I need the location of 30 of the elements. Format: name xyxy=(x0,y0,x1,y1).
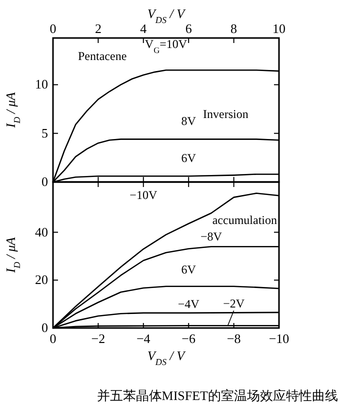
x-axis-title: V$_{DS}$ / V xyxy=(147,348,187,367)
text: 并五苯晶体MISFET的室温场效应特性曲线 xyxy=(96,388,338,403)
x-tick-label: 10 xyxy=(272,21,286,36)
annotation: Inversion xyxy=(203,107,248,121)
x-tick-label: −8 xyxy=(226,331,241,346)
x-tick-label: 6 xyxy=(185,21,192,36)
x-tick-label: 8 xyxy=(230,21,238,36)
x-tick-label: 4 xyxy=(140,21,148,36)
series-label: 8V xyxy=(181,114,196,128)
x-tick-label: −6 xyxy=(182,331,196,346)
y-tick-label: 0 xyxy=(42,320,48,335)
series-label: −2V xyxy=(223,296,245,311)
x-tick-label: 2 xyxy=(94,21,102,36)
series-label: 6V xyxy=(181,151,196,166)
series-label: 6V xyxy=(181,262,196,276)
y-tick-label: 10 xyxy=(35,76,48,92)
x-tick-label: −4 xyxy=(136,331,151,346)
y-tick-label: 20 xyxy=(35,272,48,288)
x-tick-label: −10 xyxy=(268,331,290,346)
y-tick-label: 5 xyxy=(42,125,48,140)
y-tick-label: 0 xyxy=(42,174,48,189)
series-label: −4V xyxy=(178,296,200,311)
y-tick-label: 40 xyxy=(35,224,48,240)
x-tick-label: −2 xyxy=(91,331,106,346)
legend-label: −10V xyxy=(130,188,158,202)
x-axis-title: V$_{DS}$ / V xyxy=(147,6,187,25)
series-label: −8V xyxy=(200,230,222,244)
annotation: accumulation xyxy=(212,213,277,227)
series-label: V$_{G}$=10V xyxy=(144,37,188,55)
annotation: Pentacene xyxy=(78,49,127,63)
